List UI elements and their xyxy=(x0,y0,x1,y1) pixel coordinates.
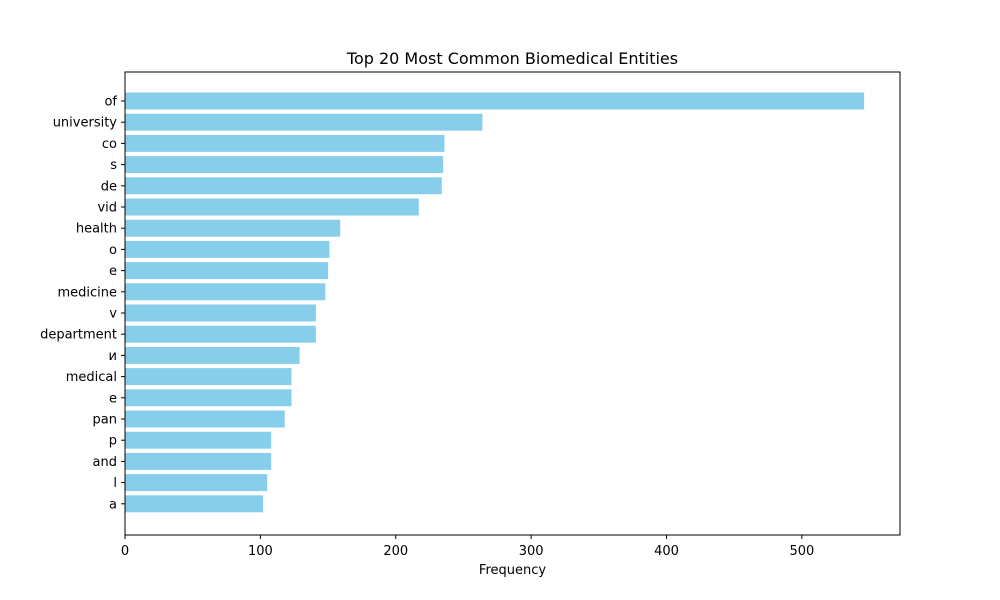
y-tick-label-8: e xyxy=(109,264,117,279)
y-tick-label-13: medical xyxy=(66,370,117,385)
x-tick-label-0: 0 xyxy=(121,544,129,559)
x-tick-label-4: 400 xyxy=(654,544,679,559)
bar-1 xyxy=(125,113,483,131)
plot-frame xyxy=(124,71,901,536)
bar-17 xyxy=(125,452,272,470)
y-tick-label-3: s xyxy=(110,158,117,173)
x-tick-label-3: 300 xyxy=(519,544,544,559)
bar-10 xyxy=(125,304,316,322)
chart-title: Top 20 Most Common Biomedical Entities xyxy=(346,49,678,68)
y-tick-label-5: vid xyxy=(97,201,117,216)
bar-7 xyxy=(125,240,330,258)
y-tick-label-4: de xyxy=(101,179,117,194)
y-tick-label-18: l xyxy=(113,476,117,491)
y-tick-label-0: of xyxy=(104,95,117,110)
bar-4 xyxy=(125,177,442,195)
y-tick-label-17: and xyxy=(93,455,117,470)
bar-15 xyxy=(125,410,285,428)
y-tick-label-16: p xyxy=(109,434,117,449)
y-tick-label-2: co xyxy=(102,137,117,152)
y-tick-label-10: v xyxy=(109,307,117,322)
bar-19 xyxy=(125,495,264,513)
bar-18 xyxy=(125,474,268,492)
y-tick-label-12: и xyxy=(109,349,117,364)
y-tick-label-11: department xyxy=(40,328,117,343)
bar-9 xyxy=(125,283,326,301)
bar-6 xyxy=(125,219,341,237)
y-tick-label-9: medicine xyxy=(57,285,117,300)
x-axis-ticks: 0 100 200 300 400 500 xyxy=(121,535,814,559)
y-tick-label-15: pan xyxy=(93,413,117,428)
x-axis-label: Frequency xyxy=(479,563,546,578)
bar-16 xyxy=(125,431,272,449)
bar-0 xyxy=(125,92,865,110)
y-tick-label-14: e xyxy=(109,391,117,406)
bar-2 xyxy=(125,134,445,152)
y-tick-label-6: health xyxy=(76,222,117,237)
bar-12 xyxy=(125,346,300,364)
bars-group xyxy=(125,92,865,513)
bar-14 xyxy=(125,389,292,407)
x-tick-label-5: 500 xyxy=(789,544,814,559)
x-tick-label-1: 100 xyxy=(248,544,273,559)
bar-11 xyxy=(125,325,316,343)
y-tick-label-1: university xyxy=(53,116,118,131)
bar-3 xyxy=(125,156,444,174)
y-tick-label-19: a xyxy=(109,497,117,512)
y-axis-ticks: ofuniversitycosdevidhealthoemedicinevdep… xyxy=(40,95,125,512)
bar-13 xyxy=(125,368,292,386)
bar-5 xyxy=(125,198,419,216)
y-tick-label-7: o xyxy=(109,243,117,258)
x-tick-label-2: 200 xyxy=(383,544,408,559)
bar-8 xyxy=(125,262,329,280)
